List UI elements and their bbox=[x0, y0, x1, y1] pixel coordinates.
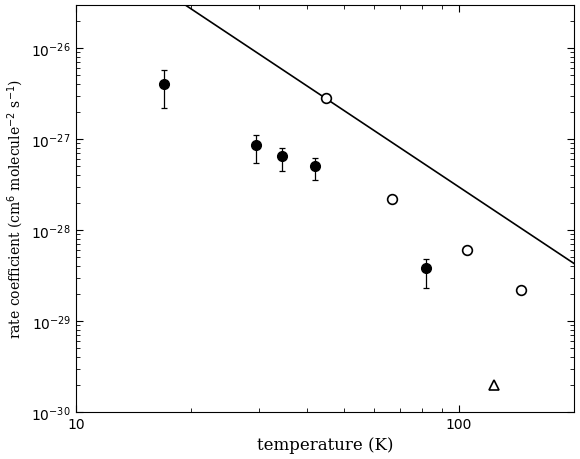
X-axis label: temperature (K): temperature (K) bbox=[257, 437, 393, 453]
Y-axis label: rate coefficient (cm$^6$ molecule$^{-2}$ s$^{-1}$): rate coefficient (cm$^6$ molecule$^{-2}$… bbox=[6, 79, 26, 339]
